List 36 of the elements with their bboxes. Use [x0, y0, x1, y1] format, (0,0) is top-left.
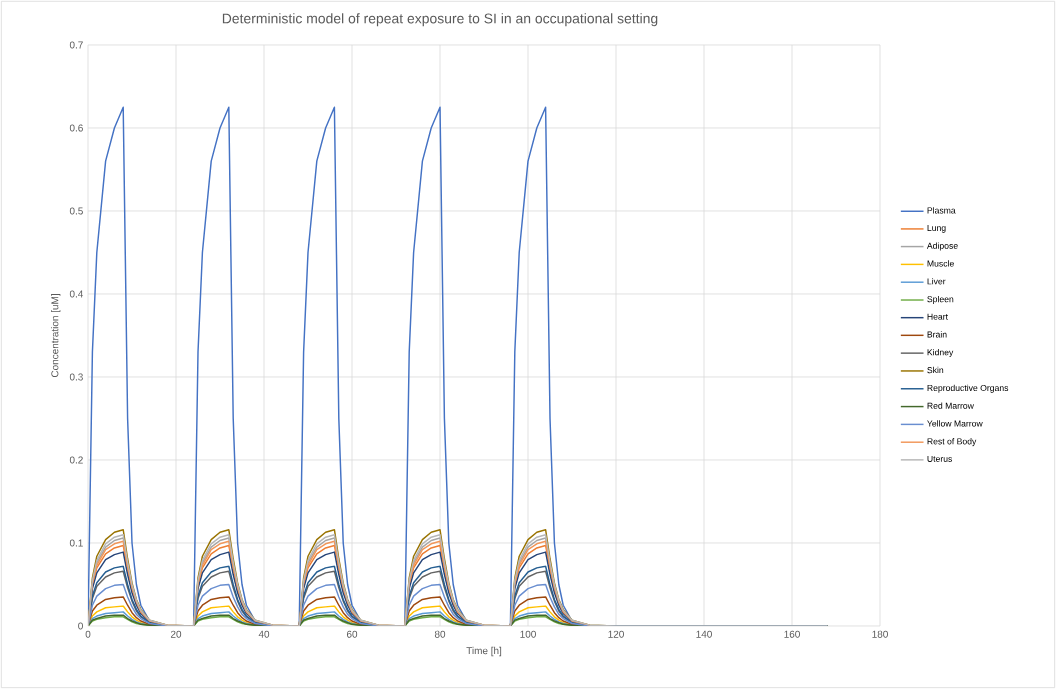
y-tick-label: 0.5 [69, 207, 83, 215]
x-tick-label: 20 [170, 630, 182, 638]
x-axis-title: Time [h] [466, 646, 502, 657]
legend-label: Heart [927, 313, 948, 320]
x-tick-label: 80 [434, 630, 446, 638]
y-tick-label: 0.4 [69, 290, 84, 298]
legend-label: Skin [927, 366, 944, 374]
x-tick-label: 180 [872, 630, 888, 638]
chart-title: Deterministic model of repeat exposure to SI in an occupational setting [222, 13, 658, 27]
x-tick-label: 40 [258, 630, 270, 638]
x-tick-label: 100 [520, 630, 536, 638]
x-tick-label: 0 [85, 630, 91, 638]
legend-label: Spleen [927, 295, 954, 304]
legend-label: Adipose [926, 242, 958, 251]
legend-label: Rest of Body [927, 438, 977, 447]
x-tick-label: 160 [784, 630, 800, 638]
y-axis-title: Concentration [uM] [51, 294, 61, 378]
legend-label: Yellow Marrow [927, 420, 983, 427]
y-tick-label: 0.2 [69, 456, 83, 464]
x-tick-label: 120 [608, 630, 624, 638]
y-tick-label: 0.7 [69, 41, 83, 49]
y-tick-label: 0 [78, 622, 83, 630]
y-tick-label: 0.3 [69, 373, 83, 381]
legend-label: Liver [927, 278, 946, 285]
legend-label: Brain [927, 331, 947, 338]
legend-label: Reproductive Organs [927, 384, 1009, 393]
legend-label: Muscle [927, 260, 954, 267]
x-tick-label: 60 [346, 630, 358, 638]
x-tick-label: 140 [696, 630, 712, 638]
legend-label: Kidney [927, 349, 954, 358]
legend-label: Plasma [927, 207, 956, 214]
legend-label: Lung [927, 224, 946, 233]
legend-label: Red Marrow [927, 402, 974, 409]
y-tick-label: 0.6 [69, 124, 83, 132]
legend-label: Uterus [927, 455, 953, 462]
y-tick-label: 0.1 [69, 539, 83, 547]
